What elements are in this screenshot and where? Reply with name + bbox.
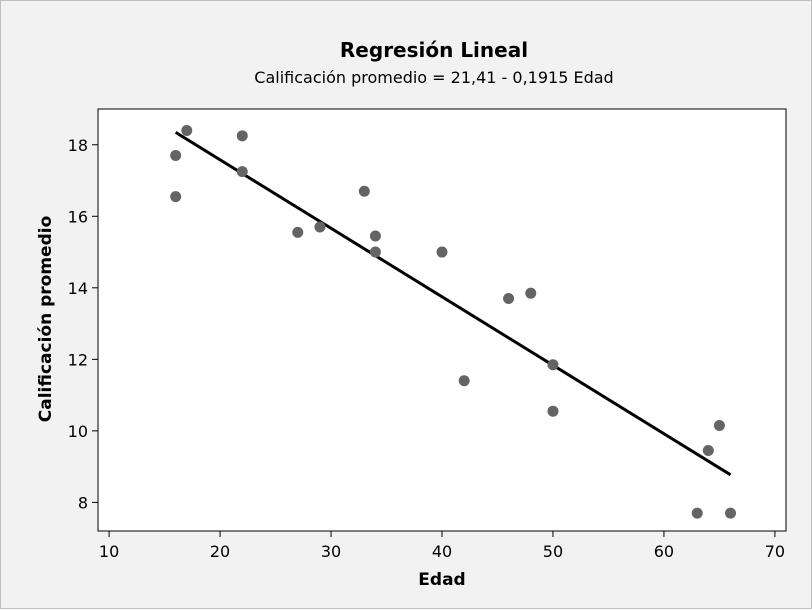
data-point xyxy=(725,507,737,519)
data-point xyxy=(702,445,714,457)
x-axis-label: Edad xyxy=(418,570,465,590)
regression-line xyxy=(174,131,732,477)
chart-title: Regresión Lineal xyxy=(340,38,528,62)
data-point xyxy=(503,293,515,305)
data-point xyxy=(691,507,703,519)
y-tick-label: 14 xyxy=(68,279,88,298)
y-tick-label: 12 xyxy=(68,350,88,369)
x-axis: 10 20 30 40 50 60 70 xyxy=(99,531,785,561)
y-tick-label: 16 xyxy=(68,207,88,226)
data-point xyxy=(436,246,448,258)
data-point xyxy=(525,287,537,299)
x-tick-label: 40 xyxy=(432,542,452,561)
plot-area xyxy=(97,108,787,532)
data-point xyxy=(358,185,370,197)
data-point xyxy=(292,226,304,238)
data-point xyxy=(713,420,725,431)
data-point xyxy=(458,375,470,387)
data-point xyxy=(170,191,182,203)
y-axis-label: Calificación promedio xyxy=(36,216,56,423)
x-tick-label: 10 xyxy=(99,542,119,561)
data-point xyxy=(547,359,559,371)
regression-layer xyxy=(174,131,732,477)
data-point xyxy=(369,246,381,258)
points-layer xyxy=(170,124,737,519)
x-tick-label: 30 xyxy=(321,542,341,561)
y-tick-label: 18 xyxy=(68,136,88,155)
y-tick-label: 10 xyxy=(68,422,88,441)
x-tick-label: 50 xyxy=(543,542,563,561)
data-point xyxy=(181,124,193,136)
x-tick-label: 60 xyxy=(654,542,674,561)
data-point xyxy=(236,166,248,178)
data-point xyxy=(236,130,248,142)
data-point xyxy=(547,405,559,417)
chart-subtitle: Calificación promedio = 21,41 - 0,1915 E… xyxy=(254,68,613,87)
data-point xyxy=(170,149,182,161)
data-point xyxy=(314,221,326,233)
y-axis: 8 10 12 14 16 18 xyxy=(68,136,98,512)
x-tick-label: 70 xyxy=(765,542,785,561)
x-tick-label: 20 xyxy=(210,542,230,561)
y-tick-label: 8 xyxy=(78,493,88,512)
data-point xyxy=(369,230,381,242)
